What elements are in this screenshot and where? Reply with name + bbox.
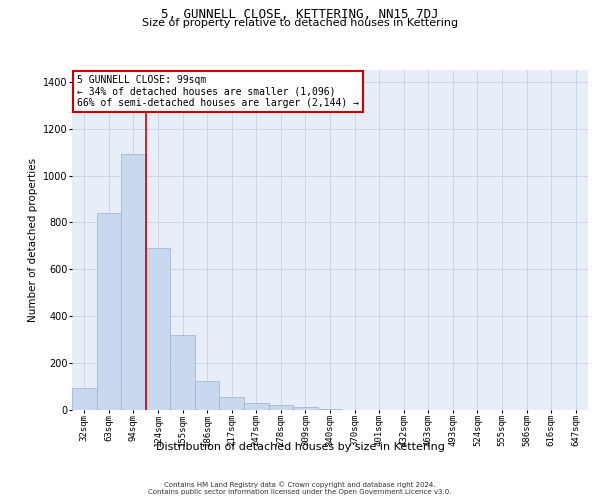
Bar xyxy=(195,380,220,410)
Bar xyxy=(244,403,269,410)
Text: Distribution of detached houses by size in Kettering: Distribution of detached houses by size … xyxy=(155,442,445,452)
Y-axis label: Number of detached properties: Number of detached properties xyxy=(28,158,38,322)
Text: Contains HM Land Registry data © Crown copyright and database right 2024.: Contains HM Land Registry data © Crown c… xyxy=(164,481,436,488)
Bar xyxy=(72,388,97,410)
Bar xyxy=(293,407,318,410)
Text: 5 GUNNELL CLOSE: 99sqm
← 34% of detached houses are smaller (1,096)
66% of semi-: 5 GUNNELL CLOSE: 99sqm ← 34% of detached… xyxy=(77,75,359,108)
Bar xyxy=(170,335,195,410)
Text: Contains public sector information licensed under the Open Government Licence v3: Contains public sector information licen… xyxy=(148,489,452,495)
Bar xyxy=(121,154,146,410)
Bar xyxy=(318,409,342,410)
Bar xyxy=(269,406,293,410)
Bar xyxy=(220,397,244,410)
Bar xyxy=(146,248,170,410)
Text: 5, GUNNELL CLOSE, KETTERING, NN15 7DJ: 5, GUNNELL CLOSE, KETTERING, NN15 7DJ xyxy=(161,8,439,20)
Bar xyxy=(97,213,121,410)
Text: Size of property relative to detached houses in Kettering: Size of property relative to detached ho… xyxy=(142,18,458,28)
